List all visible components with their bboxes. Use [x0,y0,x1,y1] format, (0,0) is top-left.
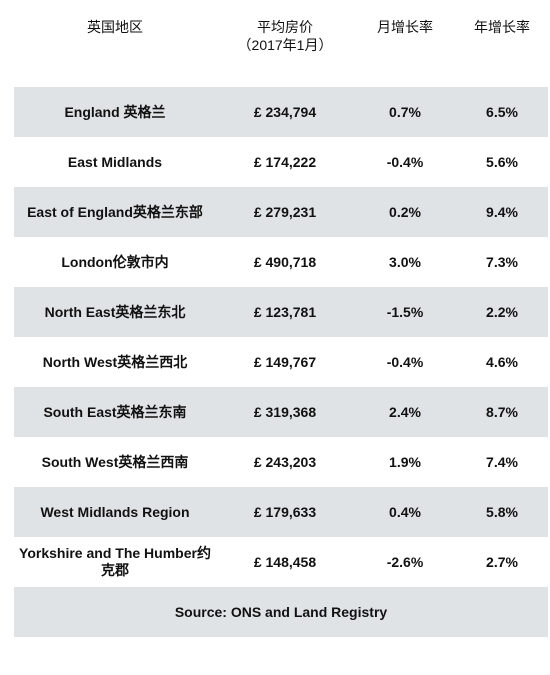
source-note: Source: ONS and Land Registry [14,587,548,637]
table-cell: £ 174,222 [253,153,317,170]
table-row: Yorkshire and The Humber约克郡 £ 148,458 -2.6… [14,537,548,587]
table-cell: 4.6% [486,353,518,370]
price-table: England 英格兰 £ 234,794 0.7% 6.5% East Midland… [14,87,548,637]
table-cell: 0.7% [354,87,456,137]
table-cell: North West英格兰西北 [42,353,188,370]
table-cell: £ 148,458 [253,553,317,570]
table-cell: South East英格兰东南 [14,387,216,437]
table-cell: -0.4% [386,153,424,170]
table-row: South West英格兰西南 £ 243,203 1.9% 7.4% [14,437,548,487]
table-row: South East英格兰东南 £ 319,368 2.4% 8.7% [14,387,548,437]
table-header: 英国地区 平均房价 （2017年1月） 月增长率 年增长率 [14,18,548,54]
header-line: （2017年1月） [237,37,333,53]
table-cell: 2.7% [486,553,518,570]
table-body: England 英格兰 £ 234,794 0.7% 6.5% East Midland… [14,87,548,637]
table-row: North West英格兰西北 £ 149,767 -0.4% 4.6% [14,337,548,387]
table-cell: £ 179,633 [216,487,354,537]
table-cell: £ 319,368 [216,387,354,437]
table-cell: England 英格兰 [14,87,216,137]
table-cell: 0.4% [354,487,456,537]
table-cell: 7.4% [486,453,518,470]
table-cell: South West英格兰西南 [41,453,189,470]
table-cell: 2.2% [456,287,548,337]
table-cell: 9.4% [456,187,548,237]
header-cell: 英国地区 [87,19,143,35]
table-row: East Midlands £ 174,222 -0.4% 5.6% [14,137,548,187]
header-cell: 年增长率 [474,19,530,35]
table-cell: -2.6% [386,553,424,570]
table-cell: 5.6% [486,153,518,170]
table-cell: £ 490,718 [253,253,317,270]
table-cell: 5.8% [456,487,548,537]
table-cell: £ 234,794 [216,87,354,137]
table-cell: London伦敦市内 [61,253,169,270]
table-cell: £ 243,203 [253,453,317,470]
table-cell: -1.5% [354,287,456,337]
header-cell: 平均房价 （2017年1月） [216,18,354,54]
table-cell: West Midlands Region [14,487,216,537]
table-cell: East Midlands [67,153,163,170]
table-cell: 1.9% [389,453,421,470]
table-cell: 7.3% [486,253,518,270]
source-row: Source: ONS and Land Registry [14,587,548,637]
table-cell: East of England英格兰东部 [14,187,216,237]
table-cell: Yorkshire and The Humber约克郡 [19,545,211,578]
table-cell: 8.7% [456,387,548,437]
table-cell: -0.4% [386,353,424,370]
table-row: England 英格兰 £ 234,794 0.7% 6.5% [14,87,548,137]
table-row: East of England英格兰东部 £ 279,231 0.2% 9.4% [14,187,548,237]
table-cell: 3.0% [389,253,421,270]
table-cell: £ 279,231 [216,187,354,237]
table-row: West Midlands Region £ 179,633 0.4% 5.8% [14,487,548,537]
table-cell: £ 149,767 [253,353,317,370]
table-cell: 2.4% [354,387,456,437]
table-cell: 6.5% [456,87,548,137]
table-row: London伦敦市内 £ 490,718 3.0% 7.3% [14,237,548,287]
table-cell: £ 123,781 [216,287,354,337]
table-cell: 0.2% [354,187,456,237]
table-row: North East英格兰东北 £ 123,781 -1.5% 2.2% [14,287,548,337]
header-line: 平均房价 [257,19,313,35]
table-cell: North East英格兰东北 [14,287,216,337]
header-cell: 月增长率 [377,19,433,35]
